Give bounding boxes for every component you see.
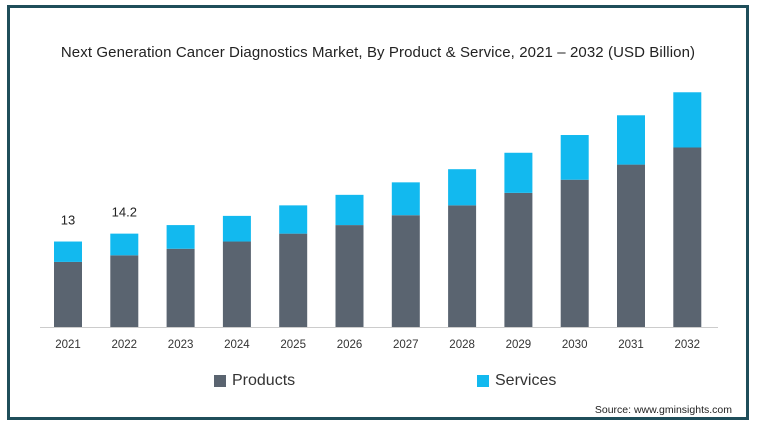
x-tick-label-2028: 2028: [449, 339, 475, 351]
bar-services-2030: [560, 135, 589, 180]
x-axis-tick-labels: 2021 2022 2023 2024 2025 2026 2027 2028 2029 2030…: [55, 339, 700, 351]
x-tick-label-2032: 2032: [675, 339, 701, 351]
x-tick-label-2030: 2030: [562, 339, 588, 351]
data-labels: 13 14.2: [61, 205, 137, 228]
bar-services-2021: [54, 241, 82, 262]
bar-services-2023: [166, 225, 195, 249]
legend-item-products: Products: [214, 372, 295, 390]
x-tick-label-2025: 2025: [280, 339, 306, 351]
chart-legend: Products Services: [10, 372, 746, 394]
data-label-2021: 13: [61, 213, 75, 228]
bar-products-2021: [54, 261, 82, 327]
bar-products-2022: [110, 255, 139, 327]
bar-products-2023: [166, 248, 195, 327]
x-tick-label-2027: 2027: [393, 339, 419, 351]
x-tick-label-2029: 2029: [506, 339, 532, 351]
bar-services-2029: [504, 152, 533, 193]
bar-products-2027: [391, 215, 420, 327]
bar-services-2024: [222, 215, 251, 242]
legend-swatch-services: [477, 375, 489, 387]
bar-products-2030: [560, 179, 589, 327]
x-tick-label-2021: 2021: [55, 339, 81, 351]
bar-products-2032: [673, 147, 702, 327]
chart-frame: Next Generation Cancer Diagnostics Marke…: [7, 5, 749, 420]
legend-item-services: Services: [477, 372, 556, 390]
bar-products-2028: [448, 205, 477, 327]
legend-label-products: Products: [232, 372, 296, 389]
source-note: Source: www.gminsights.com: [594, 404, 732, 416]
bar-chart: 2021 2022 2023 2024 2025 2026 2027 2028 2029 2030…: [40, 92, 718, 351]
bar-services-2032: [673, 92, 702, 148]
x-tick-label-2022: 2022: [112, 339, 138, 351]
bar-products-2026: [335, 225, 364, 327]
bar-services-2025: [279, 205, 308, 234]
x-tick-label-2023: 2023: [168, 339, 194, 351]
bar-services-2022: [110, 233, 139, 256]
x-tick-label-2024: 2024: [224, 339, 250, 351]
bar-group: [54, 92, 702, 327]
x-tick-label-2026: 2026: [337, 339, 363, 351]
bar-products-2024: [222, 241, 251, 327]
bar-products-2025: [279, 233, 308, 327]
bar-products-2029: [504, 192, 533, 327]
chart-title: Next Generation Cancer Diagnostics Marke…: [60, 44, 696, 61]
bar-services-2026: [335, 194, 364, 226]
legend-swatch-products: [214, 375, 226, 387]
bar-products-2031: [617, 164, 645, 327]
bar-services-2028: [448, 169, 477, 206]
data-label-2022: 14.2: [112, 205, 137, 220]
legend-label-services: Services: [495, 372, 557, 389]
bar-services-2027: [391, 182, 420, 216]
bar-services-2031: [617, 115, 645, 165]
x-tick-label-2031: 2031: [618, 339, 644, 351]
